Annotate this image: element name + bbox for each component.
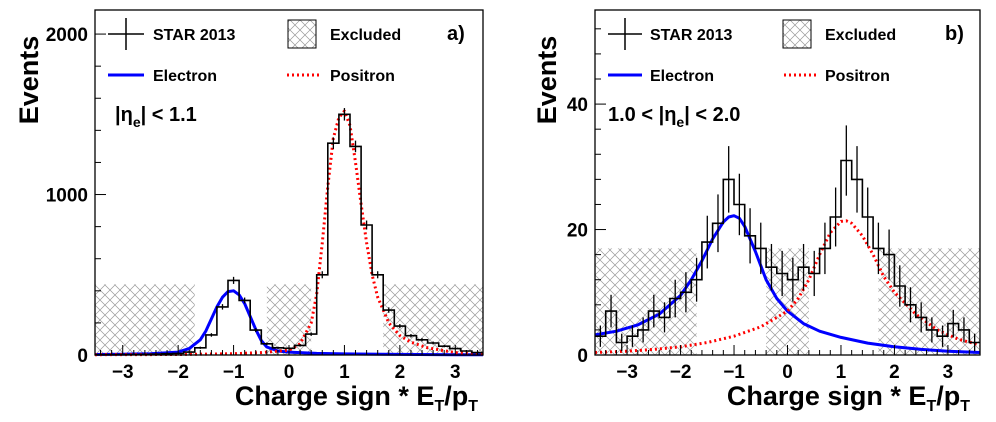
panel-b: −3 −2 −1 0 1 2 3 0 20 40 Events Charge sign * ET/… (532, 9, 981, 415)
y-tick-label: 40 (567, 95, 588, 116)
legend-positron-label: Positron (825, 68, 890, 85)
excluded-region (595, 248, 697, 355)
excluded-regions (595, 248, 980, 355)
excluded-region (95, 284, 195, 355)
legend: STAR 2013 Excluded Electron Positron (108, 18, 401, 85)
legend-excluded-swatch (287, 19, 317, 49)
legend-electron-label: Electron (153, 68, 217, 85)
axes: −3 −2 −1 0 1 2 3 0 1000 2000 (46, 25, 478, 383)
legend: STAR 2013 Excluded Electron Positron (608, 18, 896, 85)
x-tick-label: 3 (450, 362, 461, 383)
x-tick-label: −3 (112, 362, 134, 383)
x-tick-label: −2 (167, 362, 189, 383)
y-tick-label: 0 (577, 346, 588, 367)
x-tick-label: −1 (223, 362, 245, 383)
legend-data-symbol (108, 18, 144, 50)
y-tick-label: 20 (567, 221, 588, 242)
y-tick-label: 1000 (46, 186, 88, 207)
excluded-regions (95, 284, 483, 355)
legend-excluded-label: Excluded (330, 27, 401, 44)
x-tick-label: 2 (889, 362, 900, 383)
x-tick-label: 0 (782, 362, 793, 383)
x-tick-label: 2 (395, 362, 406, 383)
legend-data-symbol (608, 18, 642, 50)
histogram-steps (595, 159, 980, 344)
y-axis-title: Events (532, 36, 562, 125)
panel-a: −3 −2 −1 0 1 2 3 0 1000 2000 Events Charge sign *… (14, 9, 484, 415)
excluded-region (766, 248, 809, 355)
eta-annotation: 1.0 < |ηe| < 2.0 (608, 104, 740, 130)
legend-data-label: STAR 2013 (153, 27, 236, 44)
legend-electron-label: Electron (650, 68, 714, 85)
x-axis-title: Charge sign * ET/pT (235, 381, 478, 415)
x-tick-label: −2 (670, 362, 692, 383)
y-tick-label: 2000 (46, 25, 88, 46)
legend-excluded-label: Excluded (825, 27, 896, 44)
excluded-region (878, 248, 980, 355)
legend-data-label: STAR 2013 (650, 27, 733, 44)
x-tick-label: 0 (284, 362, 295, 383)
legend-excluded-swatch (782, 19, 812, 49)
x-axis-title: Charge sign * ET/pT (727, 381, 970, 415)
x-tick-label: −3 (616, 362, 638, 383)
panel-label: a) (447, 23, 465, 45)
x-tick-label: 1 (836, 362, 847, 383)
x-tick-label: 1 (339, 362, 350, 383)
histogram-steps (95, 113, 483, 356)
axes: −3 −2 −1 0 1 2 3 0 20 40 (567, 28, 981, 383)
data-histogram (595, 125, 980, 352)
legend-positron-label: Positron (330, 68, 395, 85)
x-tick-label: −1 (723, 362, 745, 383)
panel-label: b) (945, 23, 964, 45)
y-axis-title: Events (14, 36, 44, 125)
x-tick-label: 3 (943, 362, 954, 383)
eta-annotation: |ηe| < 1.1 (115, 104, 197, 130)
excluded-region (266, 284, 312, 355)
y-tick-label: 0 (77, 346, 88, 367)
